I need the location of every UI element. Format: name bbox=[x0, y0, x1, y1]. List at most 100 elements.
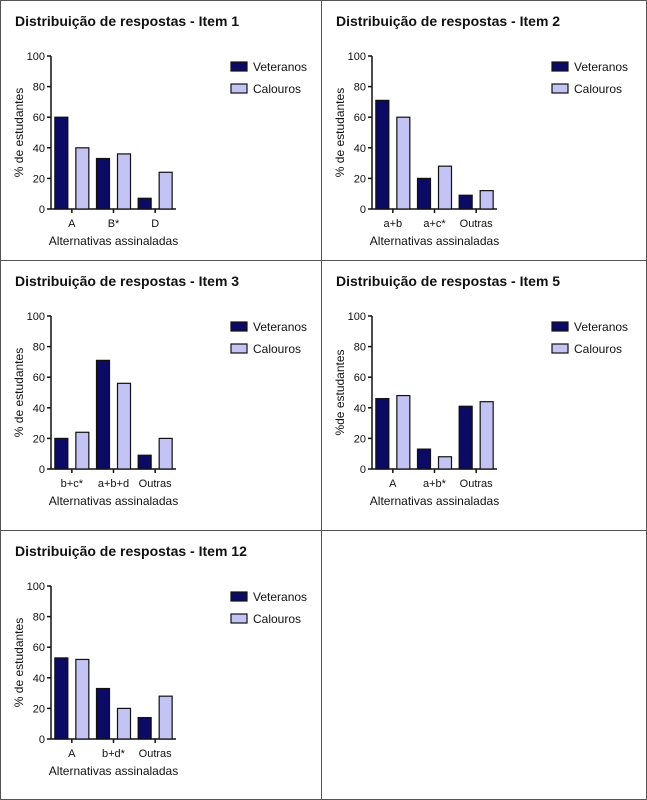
chart-title: Distribuição de respostas - Item 5 bbox=[336, 273, 560, 289]
bar-veteranos-b+d* bbox=[95, 687, 111, 740]
bar-veteranos-D bbox=[137, 197, 152, 210]
chart-title: Distribuição de respostas - Item 2 bbox=[336, 13, 560, 29]
legend-swatch-veteranos bbox=[230, 591, 248, 602]
chart-title: Distribuição de respostas - Item 3 bbox=[15, 273, 239, 289]
bar-veteranos-B* bbox=[95, 157, 111, 210]
empty-cell bbox=[322, 531, 646, 799]
x-tick-label: b+c* bbox=[61, 478, 84, 490]
x-tick-label: Outras bbox=[460, 218, 494, 230]
y-tick-label: 0 bbox=[39, 734, 45, 746]
y-tick-label: 100 bbox=[27, 311, 45, 323]
x-tick-label: a+b+d bbox=[98, 478, 129, 490]
bar-veteranos-a+b* bbox=[416, 448, 432, 470]
legend-swatch-veteranos bbox=[551, 321, 569, 332]
legend-swatch-calouros bbox=[551, 83, 569, 94]
legend-label-calouros: Calouros bbox=[574, 342, 622, 356]
bar-calouros-Outras bbox=[479, 401, 494, 470]
y-tick-label: 0 bbox=[39, 464, 45, 476]
bar-calouros-Outras bbox=[158, 695, 173, 740]
legend-swatch-calouros bbox=[230, 83, 248, 94]
y-tick-label: 100 bbox=[348, 311, 366, 323]
bar-veteranos-A bbox=[54, 657, 69, 740]
y-tick-label: 20 bbox=[354, 433, 366, 445]
x-tick-label: a+b bbox=[383, 218, 402, 230]
y-axis-label: % de estudantes bbox=[333, 88, 347, 177]
bar-calouros-b+d* bbox=[116, 707, 132, 740]
legend-label-veteranos: Veteranos bbox=[574, 60, 628, 74]
y-tick-label: 80 bbox=[33, 612, 45, 624]
bar-chart: Distribuição de respostas - Item 1 0 20 40 6… bbox=[12, 13, 307, 248]
bar-calouros-A bbox=[75, 147, 90, 210]
chart-item-3: Distribuição de respostas - Item 3 0 20 40 6… bbox=[1, 261, 322, 531]
x-tick-label: B* bbox=[108, 218, 120, 230]
y-axis-label: % de estudantes bbox=[12, 88, 26, 177]
y-tick-label: 80 bbox=[33, 342, 45, 354]
y-tick-label: 40 bbox=[354, 403, 366, 415]
bar-veteranos-a+b bbox=[375, 99, 390, 210]
x-tick-label: Outras bbox=[139, 748, 173, 760]
bar-calouros-A bbox=[75, 658, 90, 740]
x-tick-label: Outras bbox=[139, 478, 173, 490]
y-tick-label: 0 bbox=[360, 464, 366, 476]
y-tick-label: 60 bbox=[354, 372, 366, 384]
bar-veteranos-Outras bbox=[458, 405, 473, 470]
bar-veteranos-Outras bbox=[458, 194, 473, 210]
y-tick-label: 20 bbox=[33, 173, 45, 185]
y-tick-label: 80 bbox=[354, 82, 366, 94]
y-tick-label: 40 bbox=[33, 673, 45, 685]
chart-item-1: Distribuição de respostas - Item 1 0 20 40 6… bbox=[1, 1, 322, 261]
y-tick-label: 100 bbox=[27, 51, 45, 63]
x-tick-label: a+b* bbox=[423, 478, 447, 490]
legend-label-veteranos: Veteranos bbox=[253, 320, 307, 334]
bar-veteranos-a+c* bbox=[416, 177, 432, 210]
y-axis-label: % de estudantes bbox=[12, 348, 26, 437]
y-tick-label: 60 bbox=[33, 112, 45, 124]
x-tick-label: D bbox=[151, 218, 159, 230]
bar-calouros-b+c* bbox=[75, 431, 90, 470]
legend-swatch-calouros bbox=[230, 613, 248, 624]
bar-calouros-Outras bbox=[158, 437, 173, 470]
y-tick-label: 0 bbox=[39, 204, 45, 216]
legend-label-calouros: Calouros bbox=[574, 82, 622, 96]
legend-label-calouros: Calouros bbox=[253, 342, 301, 356]
y-axis-label: %de estudantes bbox=[333, 349, 347, 435]
legend-swatch-veteranos bbox=[230, 321, 248, 332]
y-tick-label: 20 bbox=[354, 173, 366, 185]
bar-calouros-D bbox=[158, 171, 173, 210]
legend-swatch-veteranos bbox=[230, 61, 248, 72]
y-tick-label: 60 bbox=[33, 642, 45, 654]
legend-swatch-calouros bbox=[551, 343, 569, 354]
legend-swatch-veteranos bbox=[551, 61, 569, 72]
bar-veteranos-A bbox=[375, 398, 390, 470]
y-tick-label: 40 bbox=[354, 143, 366, 155]
x-tick-label: A bbox=[389, 478, 397, 490]
x-axis-label: Alternativas assinaladas bbox=[370, 494, 499, 508]
legend-label-veteranos: Veteranos bbox=[574, 320, 628, 334]
chart-item-12: Distribuição de respostas - Item 12 0 20 40… bbox=[1, 531, 322, 799]
y-tick-label: 40 bbox=[33, 143, 45, 155]
y-tick-label: 100 bbox=[27, 581, 45, 593]
x-tick-label: b+d* bbox=[102, 748, 126, 760]
bar-veteranos-A bbox=[54, 116, 69, 210]
y-tick-label: 40 bbox=[33, 403, 45, 415]
x-tick-label: a+c* bbox=[423, 218, 446, 230]
y-tick-label: 20 bbox=[33, 433, 45, 445]
chart-title: Distribuição de respostas - Item 1 bbox=[15, 13, 239, 29]
legend-label-calouros: Calouros bbox=[253, 82, 301, 96]
x-axis-label: Alternativas assinaladas bbox=[49, 234, 178, 248]
x-tick-label: Outras bbox=[460, 478, 494, 490]
y-tick-label: 0 bbox=[360, 204, 366, 216]
bar-veteranos-Outras bbox=[137, 454, 152, 470]
y-tick-label: 80 bbox=[354, 342, 366, 354]
bar-chart: Distribuição de respostas - Item 3 0 20 40 6… bbox=[12, 273, 307, 508]
y-tick-label: 60 bbox=[354, 112, 366, 124]
bar-veteranos-Outras bbox=[137, 716, 152, 740]
bar-calouros-a+c* bbox=[437, 165, 453, 210]
legend-label-calouros: Calouros bbox=[253, 612, 301, 626]
legend-label-veteranos: Veteranos bbox=[253, 590, 307, 604]
bar-calouros-Outras bbox=[479, 190, 494, 210]
bar-chart: Distribuição de respostas - Item 2 0 20 40 6… bbox=[333, 13, 628, 248]
legend-label-veteranos: Veteranos bbox=[253, 60, 307, 74]
chart-title: Distribuição de respostas - Item 12 bbox=[15, 543, 247, 559]
